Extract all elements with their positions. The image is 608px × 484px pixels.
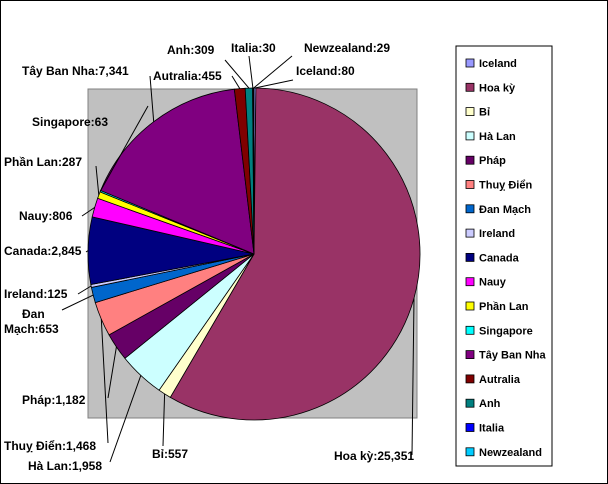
legend-entry-6: Đan Mạch [479, 204, 531, 216]
slice-12-tay-ban-nha [100, 88, 255, 255]
legend-entry-3: Hà Lan [479, 131, 516, 143]
legend-entry-13: Autralia [479, 374, 521, 386]
legend-swatch-1 [465, 82, 475, 92]
leader-line-14 [224, 59, 250, 89]
leader-line-6 [61, 294, 94, 311]
legend-entry-14: Anh [479, 398, 501, 410]
leader-line-10 [95, 165, 100, 196]
data-label-1: Hoa kỳ:25,351 [334, 449, 414, 463]
data-label-16: Newzealand:29 [304, 41, 390, 55]
legend-entry-1: Hoa kỳ [479, 82, 516, 94]
legend-swatch-6 [465, 204, 475, 214]
legend-swatch-12 [465, 350, 475, 360]
leader-line-7 [77, 285, 92, 295]
legend-swatch-10 [465, 301, 475, 311]
legend: Iceland Hoa kỳ Bỉ Hà Lan Pháp Thuỵ Điển Đan Mạ… [465, 58, 547, 459]
data-label-8: Canada:2,845 [4, 244, 82, 258]
leader-line-3 [109, 375, 142, 463]
legend-swatch-16 [465, 447, 475, 457]
legend-entry-9: Nauy [479, 277, 507, 289]
pie-slices [87, 87, 421, 421]
leader-line-4 [107, 346, 117, 399]
slice-1-hoa-ky [169, 87, 421, 421]
legend-swatch-5 [465, 180, 475, 189]
legend-swatch-9 [465, 277, 475, 287]
data-label-13: Autralia:455 [153, 69, 222, 83]
leader-line-16 [253, 55, 293, 89]
legend-swatch-3 [465, 131, 475, 141]
legend-entry-10: Phần Lan [479, 301, 529, 313]
legend-swatch-11 [465, 325, 475, 335]
leader-line-11 [99, 105, 149, 192]
data-labels: Iceland:80 Hoa kỳ:25,351 Bỉ:557 Hà Lan:1,95… [4, 41, 414, 473]
data-label-5: Thuỵ Điển:1,468 [4, 439, 96, 453]
data-label-2: Bỉ:557 [152, 447, 188, 461]
leader-line-9 [81, 207, 95, 217]
legend-entry-0: Iceland [479, 58, 517, 70]
legend-entry-12: Tây Ban Nha [479, 350, 547, 362]
leader-line-8 [85, 250, 89, 253]
data-label-12: Tây Ban Nha:7,341 [22, 64, 129, 78]
leader-line-12 [149, 75, 155, 122]
legend-swatch-4 [465, 155, 475, 165]
leader-line-13 [231, 75, 241, 89]
leader-lines [61, 55, 415, 463]
data-label-3: Hà Lan:1,958 [28, 459, 102, 473]
legend-swatch-14 [465, 398, 475, 408]
data-label-14: Anh:309 [167, 43, 215, 57]
leader-line-0 [254, 79, 294, 89]
leader-line-1 [411, 298, 415, 456]
legend-swatch-15 [465, 423, 475, 432]
data-label-9: Nauy:806 [19, 209, 73, 223]
data-label-6: Đan Mạch:653 [4, 307, 59, 336]
leader-line-2 [162, 393, 166, 447]
legend-entry-7: Ireland [479, 228, 515, 240]
legend-entry-8: Canada [479, 252, 520, 264]
legend-entry-11: Singapore [479, 325, 533, 337]
data-label-10: Phần Lan:287 [4, 155, 82, 169]
data-label-15: Italia:30 [231, 41, 276, 55]
data-label-0: Iceland:80 [296, 64, 355, 78]
legend-swatch-8 [465, 252, 475, 262]
legend-swatch-7 [465, 228, 475, 238]
legend-entry-4: Pháp [479, 155, 506, 167]
leader-line-5 [100, 319, 109, 444]
data-label-11: Singapore:63 [32, 115, 108, 129]
data-label-4: Pháp:1,182 [22, 393, 86, 407]
leader-line-15 [248, 55, 254, 89]
legend-entry-5: Thuỵ Điển [479, 180, 532, 192]
legend-entry-2: Bỉ [479, 107, 490, 119]
legend-entry-15: Italia [479, 423, 505, 435]
legend-swatch-13 [465, 374, 475, 384]
legend-swatch-0 [465, 58, 475, 68]
legend-entry-16: Newzealand [479, 447, 542, 459]
legend-swatch-2 [465, 107, 475, 116]
data-label-7: Ireland:125 [4, 287, 68, 301]
